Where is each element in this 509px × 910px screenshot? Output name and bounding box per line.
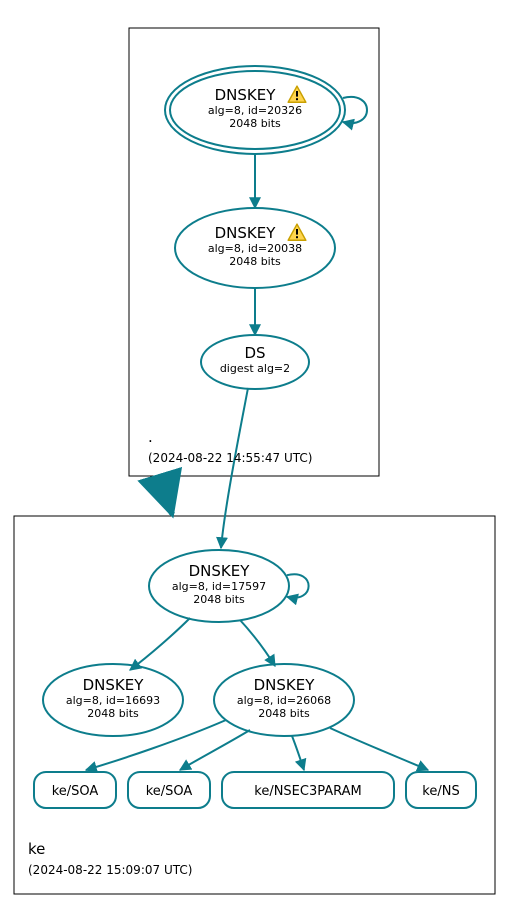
self-loop bbox=[343, 97, 367, 123]
node-sub1: alg=8, id=20326 bbox=[208, 104, 302, 117]
self-loop bbox=[287, 574, 309, 598]
node-title: DS bbox=[244, 344, 265, 362]
edge bbox=[130, 618, 190, 670]
rrect-label: ke/SOA bbox=[52, 784, 99, 799]
zone-name-bottom: ke bbox=[28, 840, 45, 858]
node-sub2: 2048 bits bbox=[258, 707, 310, 720]
node-n4: DNSKEYalg=8, id=175972048 bits bbox=[149, 550, 289, 622]
edge bbox=[240, 620, 275, 666]
warning-icon bbox=[288, 224, 306, 240]
zone-ts-top: (2024-08-22 14:55:47 UTC) bbox=[148, 451, 312, 465]
node-n1: DNSKEYalg=8, id=203262048 bits bbox=[165, 66, 345, 154]
node-r1: ke/SOA bbox=[34, 772, 116, 808]
zone-ts-bottom: (2024-08-22 15:09:07 UTC) bbox=[28, 863, 192, 877]
node-sub1: alg=8, id=20038 bbox=[208, 242, 302, 255]
edge bbox=[161, 478, 172, 514]
node-title: DNSKEY bbox=[215, 86, 277, 104]
node-sub2: 2048 bits bbox=[229, 255, 281, 268]
node-n6: DNSKEYalg=8, id=260682048 bits bbox=[214, 664, 354, 736]
node-n3: DSdigest alg=2 bbox=[201, 335, 309, 389]
node-title: DNSKEY bbox=[189, 562, 251, 580]
rrect-label: ke/NSEC3PARAM bbox=[254, 784, 362, 799]
node-sub2: 2048 bits bbox=[193, 593, 245, 606]
node-n2: DNSKEYalg=8, id=200382048 bits bbox=[175, 208, 335, 288]
node-title: DNSKEY bbox=[254, 676, 316, 694]
node-sub1: alg=8, id=16693 bbox=[66, 694, 160, 707]
node-sub2: 2048 bits bbox=[87, 707, 139, 720]
warning-icon bbox=[288, 86, 306, 102]
node-title: DNSKEY bbox=[215, 224, 277, 242]
node-sub1: digest alg=2 bbox=[220, 362, 290, 375]
node-title: DNSKEY bbox=[83, 676, 145, 694]
edge bbox=[180, 730, 250, 770]
edge bbox=[221, 388, 248, 548]
rrect-label: ke/SOA bbox=[146, 784, 193, 799]
node-r2: ke/SOA bbox=[128, 772, 210, 808]
edge bbox=[330, 728, 428, 770]
node-sub1: alg=8, id=17597 bbox=[172, 580, 266, 593]
node-sub1: alg=8, id=26068 bbox=[237, 694, 331, 707]
node-r4: ke/NS bbox=[406, 772, 476, 808]
node-sub2: 2048 bits bbox=[229, 117, 281, 130]
zone-name-top: . bbox=[148, 428, 153, 446]
edge bbox=[292, 736, 304, 770]
node-n5: DNSKEYalg=8, id=166932048 bits bbox=[43, 664, 183, 736]
node-r3: ke/NSEC3PARAM bbox=[222, 772, 394, 808]
rrect-label: ke/NS bbox=[422, 784, 459, 799]
